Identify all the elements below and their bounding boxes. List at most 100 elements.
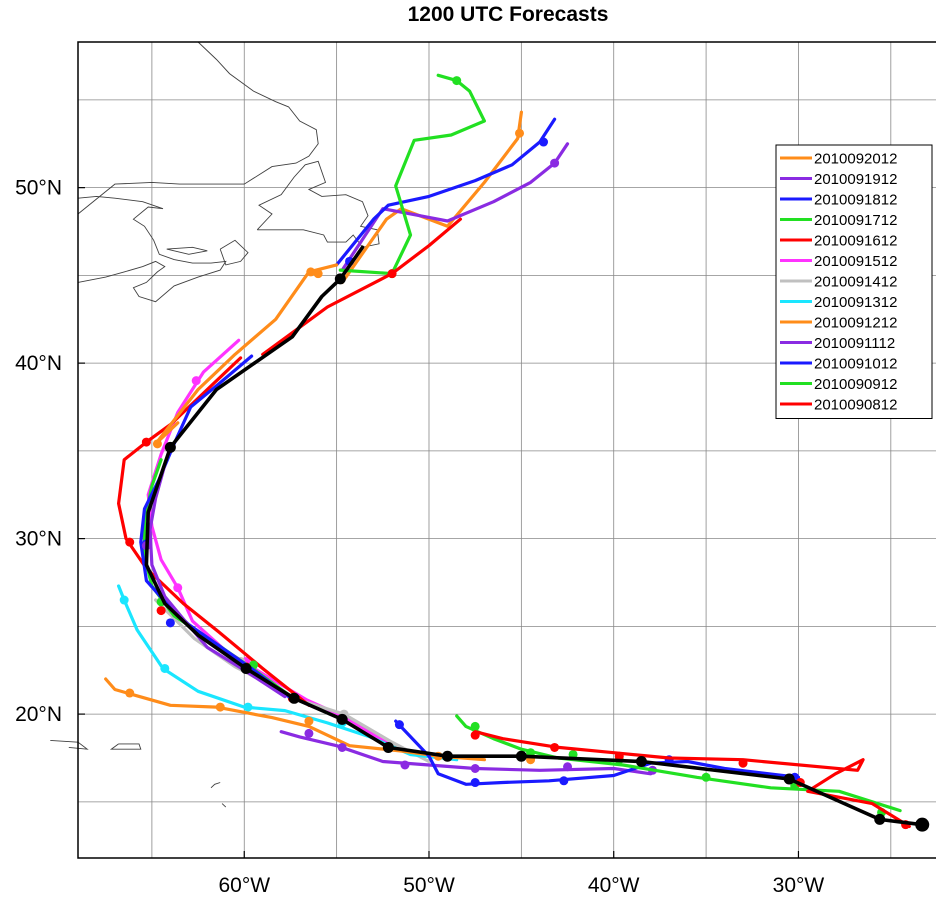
legend-label: 2010091312	[814, 294, 897, 311]
legend-box	[775, 144, 933, 419]
coastline-segment	[166, 246, 208, 255]
forecast-track-point	[304, 728, 314, 738]
coastline-segment	[77, 41, 319, 215]
grid-layer	[78, 42, 936, 858]
forecast-track-line	[394, 719, 801, 786]
y-tick-label: 50°N	[15, 177, 62, 200]
legend-label: 2010091912	[814, 171, 897, 188]
forecast-track-point	[387, 269, 397, 279]
forecast-track-point	[125, 537, 135, 547]
coastline-layer	[50, 41, 380, 808]
best-track-point	[288, 692, 300, 704]
forecast-track-point	[614, 751, 624, 761]
forecast-track	[340, 142, 570, 272]
best-track-line	[144, 245, 925, 827]
best-track-point	[515, 750, 527, 762]
forecast-track-point	[452, 76, 462, 86]
forecast-track-point	[165, 618, 175, 628]
forecast-track-point	[160, 663, 170, 673]
x-tick-label: 60°W	[218, 874, 270, 897]
best-track-point	[441, 750, 453, 762]
legend-label: 2010091512	[814, 253, 897, 270]
forecast-track-point	[559, 776, 569, 786]
forecast-track-line	[340, 142, 570, 272]
forecast-track-point	[563, 762, 573, 772]
best-track-point	[382, 741, 394, 753]
y-tick-label: 20°N	[15, 703, 62, 726]
forecast-track-line	[473, 730, 911, 829]
forecast-track-point	[550, 158, 560, 168]
forecast-track-point	[701, 772, 711, 782]
y-tick-label: 40°N	[15, 352, 62, 375]
forecast-track-point	[119, 595, 129, 605]
forecast-track-point	[243, 702, 253, 712]
legend-label: 2010091812	[814, 192, 897, 209]
forecast-track-point	[470, 778, 480, 788]
coastline-segment	[210, 782, 221, 789]
forecast-track	[394, 719, 801, 788]
x-tick-label: 50°W	[403, 874, 455, 897]
axis-tick-labels: 60°W 50°W 40°W 30°W 20°N 30°N 40°N 50°N	[15, 177, 824, 897]
forecast-track-point	[515, 128, 525, 138]
legend-label: 2010090812	[814, 397, 897, 414]
forecast-track-point	[539, 137, 549, 147]
coastline-segment	[219, 239, 249, 266]
legend-label: 2010091612	[814, 233, 897, 250]
forecast-track-line	[142, 458, 298, 702]
coastline-segment	[50, 739, 89, 750]
forecast-track-point	[215, 702, 225, 712]
forecast-track	[141, 463, 287, 699]
legend-label: 2010091412	[814, 274, 897, 291]
forecast-track-point	[550, 742, 560, 752]
forecast-track-point	[156, 606, 166, 616]
coastline-segment	[77, 195, 227, 303]
best-track-point	[336, 713, 348, 725]
forecast-track-line	[154, 263, 339, 446]
forecast-track	[279, 728, 658, 776]
forecast-track-point	[470, 764, 480, 774]
best-track-point	[635, 755, 647, 767]
best-track	[144, 245, 930, 832]
best-track-point	[240, 662, 252, 674]
forecast-track-line	[335, 117, 557, 267]
legend-label: 2010090912	[814, 376, 897, 393]
legend-label: 2010091212	[814, 315, 897, 332]
forecast-track-point	[470, 721, 480, 731]
best-track-point	[915, 817, 930, 832]
forecast-tracks-layer	[104, 73, 930, 832]
forecast-track-point	[738, 758, 748, 768]
forecast-track-point	[337, 742, 347, 752]
forecast-track-point	[470, 730, 480, 740]
legend: 2010092012 2010091912 2010091812 2010091712…	[775, 144, 933, 419]
forecast-track	[142, 458, 298, 702]
forecast-track	[261, 217, 462, 356]
forecast-track-point	[191, 376, 201, 386]
coastline-segment	[256, 160, 380, 248]
forecast-track-line	[340, 110, 524, 284]
forecast-track-point	[400, 760, 410, 770]
legend-label: 2010092012	[814, 151, 897, 168]
forecast-track-point	[394, 720, 404, 730]
y-tick-label: 30°N	[15, 528, 62, 551]
forecast-track-point	[152, 439, 162, 449]
forecast-track-point	[306, 267, 316, 277]
forecast-track-point	[173, 583, 183, 593]
best-track-point	[783, 773, 795, 785]
plot-frame	[77, 41, 936, 859]
forecast-track	[152, 263, 339, 449]
legend-label: 2010091112	[814, 335, 895, 352]
forecast-track-line	[338, 73, 486, 276]
forecast-track-line	[279, 730, 653, 776]
best-track-point	[164, 441, 176, 453]
chart-title: 1200 UTC Forecasts	[408, 3, 609, 26]
x-tick-label: 30°W	[773, 874, 825, 897]
coastline-segment	[221, 803, 227, 808]
x-tick-label: 40°W	[588, 874, 640, 897]
forecast-track-point	[125, 688, 135, 698]
best-track-point	[334, 273, 346, 285]
forecast-track-point	[141, 437, 151, 447]
best-track-point	[874, 813, 886, 825]
forecast-track-line	[148, 463, 287, 699]
coastline-segment	[109, 743, 142, 750]
